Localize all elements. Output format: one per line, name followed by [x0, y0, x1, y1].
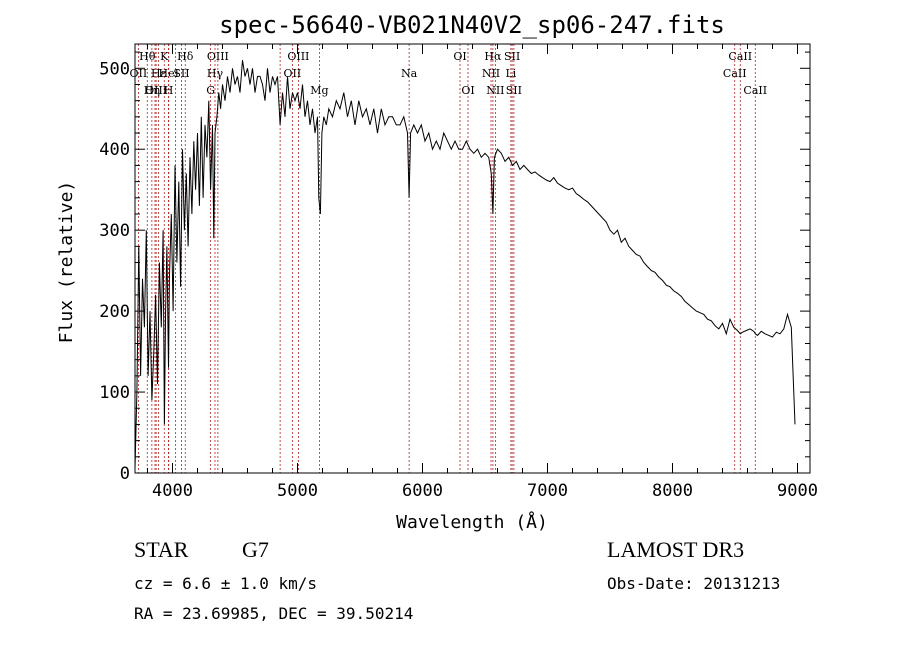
- line-label-23: Mg: [310, 84, 328, 97]
- x-tick-label-8000: 8000: [652, 481, 693, 501]
- line-label-4: OIII: [287, 50, 309, 63]
- line-label-12: SII: [173, 67, 189, 80]
- axis-ticks: 4000 5000 6000 7000 8000 9000 0 100 200 300 400 500: [99, 44, 818, 501]
- redshift-cz: cz = 6.6 ± 1.0 km/s: [134, 574, 318, 593]
- spectrum-curve: [134, 60, 796, 470]
- x-tick-label-6000: 6000: [402, 481, 443, 501]
- line-label-7: SII: [504, 50, 520, 63]
- line-label-26: SII: [506, 84, 522, 97]
- line-label-21: H: [164, 84, 174, 97]
- line-label-11: HeI: [159, 67, 179, 80]
- line-label-19: OIII: [145, 84, 167, 97]
- y-tick-label-0: 0: [120, 464, 130, 484]
- y-tick-label-500: 500: [99, 59, 130, 79]
- line-label-9: OII: [130, 67, 148, 80]
- line-label-10: Hε: [151, 67, 167, 80]
- line-label-22: G: [206, 84, 215, 97]
- line-label-15: Na: [401, 67, 418, 80]
- line-label-13: Hγ: [207, 67, 224, 80]
- line-label-1: K: [160, 50, 169, 63]
- line-label-5: OI: [453, 50, 466, 63]
- line-label-6: Hα: [484, 50, 502, 63]
- x-tick-label-7000: 7000: [527, 481, 568, 501]
- plot-frame: [134, 43, 811, 474]
- line-label-18: CaII: [723, 67, 747, 80]
- line-label-17: Li: [505, 67, 516, 80]
- y-axis-label: Flux (relative): [56, 181, 77, 344]
- obs-date: Obs-Date: 20131213: [607, 574, 781, 593]
- y-tick-label-200: 200: [99, 302, 130, 322]
- line-label-20: Hη: [144, 84, 160, 97]
- x-axis-label: Wavelength (Å): [396, 511, 548, 533]
- y-tick-label-300: 300: [99, 221, 130, 241]
- y-tick-label-400: 400: [99, 140, 130, 160]
- object-subclass: G7: [242, 537, 269, 562]
- survey-name: LAMOST DR3: [607, 537, 745, 562]
- line-label-27: CaII: [743, 84, 767, 97]
- line-label-2: Hδ: [177, 50, 194, 63]
- x-tick-label-4000: 4000: [152, 481, 193, 501]
- coordinates: RA = 23.69985, DEC = 39.50214: [134, 604, 414, 623]
- line-label-3: OIII: [207, 50, 229, 63]
- line-label-24: OI: [461, 84, 474, 97]
- x-tick-label-9000: 9000: [777, 481, 818, 501]
- line-label-16: NII: [482, 67, 500, 80]
- y-tick-label-100: 100: [99, 383, 130, 403]
- chart-title: spec-56640-VB021N40V2_sp06-247.fits: [219, 11, 725, 39]
- line-label-0: Hθ: [139, 50, 156, 63]
- x-tick-label-5000: 5000: [277, 481, 318, 501]
- spectral-line-markers: [137, 44, 756, 473]
- line-label-8: CaII: [728, 50, 752, 63]
- object-class: STAR: [134, 537, 189, 562]
- line-label-14: OII: [284, 67, 302, 80]
- line-label-25: NII: [486, 84, 504, 97]
